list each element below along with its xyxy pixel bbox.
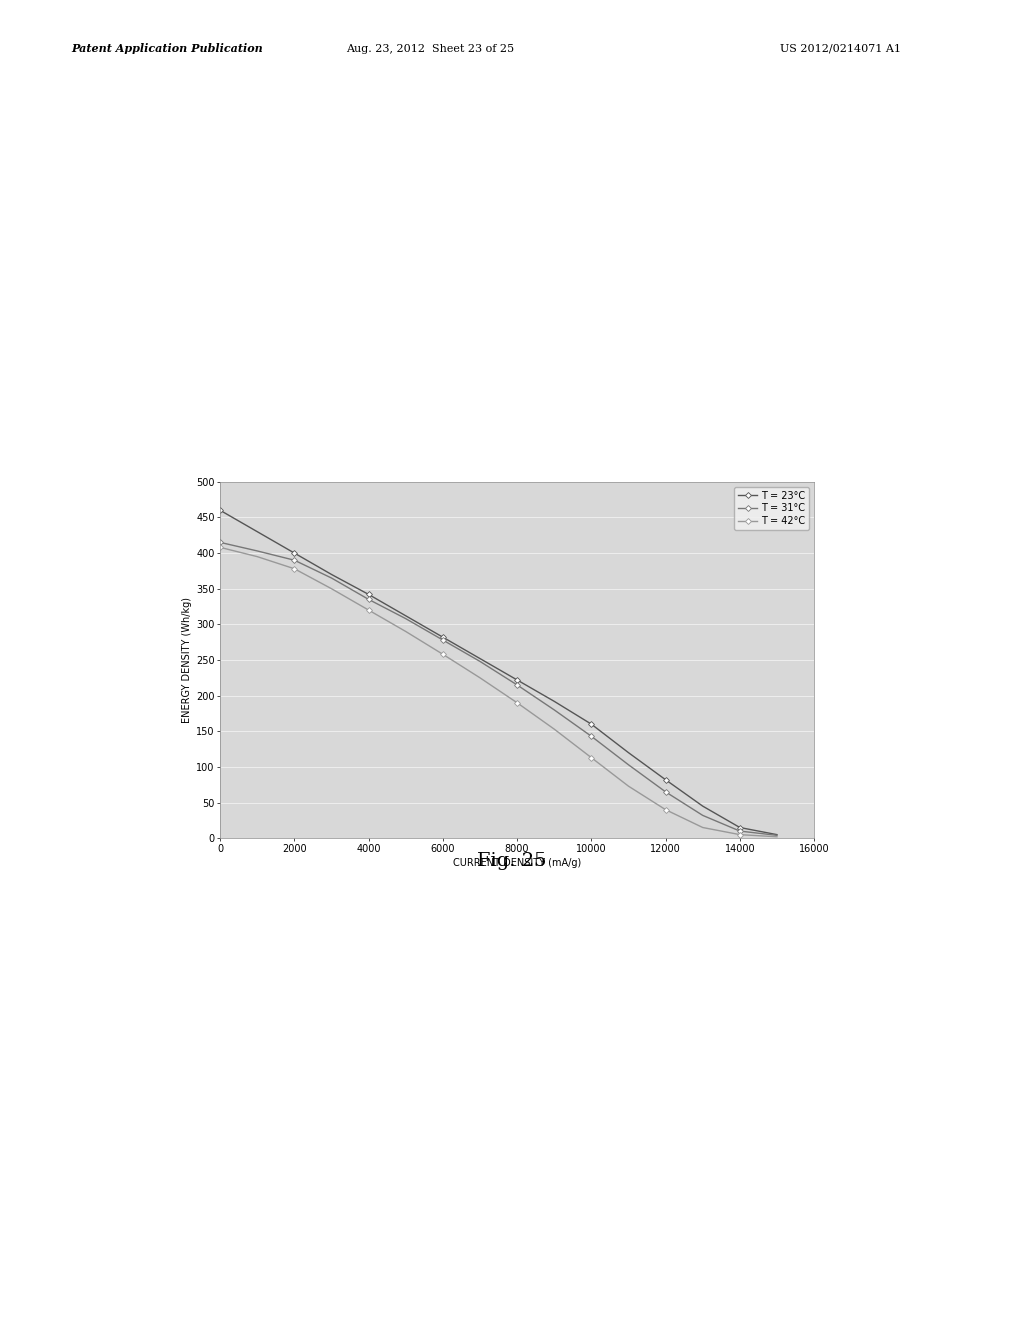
T = 23°C xyxy=(696,799,709,814)
T = 23°C xyxy=(474,651,486,667)
T = 31°C xyxy=(251,543,263,558)
T = 23°C xyxy=(214,503,226,519)
Y-axis label: ENERGY DENSITY (Wh/kg): ENERGY DENSITY (Wh/kg) xyxy=(182,597,191,723)
T = 31°C xyxy=(659,784,672,800)
T = 42°C xyxy=(733,826,745,842)
T = 31°C xyxy=(362,591,375,607)
T = 31°C xyxy=(733,824,745,840)
Text: US 2012/0214071 A1: US 2012/0214071 A1 xyxy=(780,44,901,54)
T = 42°C xyxy=(548,721,560,737)
T = 23°C xyxy=(586,717,598,733)
T = 42°C xyxy=(251,549,263,565)
T = 42°C xyxy=(289,561,301,577)
Line: T = 42°C: T = 42°C xyxy=(218,545,779,838)
T = 23°C xyxy=(623,744,635,760)
T = 31°C xyxy=(326,570,338,586)
Text: Fig. 25: Fig. 25 xyxy=(477,851,547,870)
T = 42°C xyxy=(511,694,523,710)
T = 23°C xyxy=(399,609,412,624)
T = 23°C xyxy=(251,524,263,540)
T = 42°C xyxy=(214,540,226,556)
T = 31°C xyxy=(399,611,412,627)
T = 31°C xyxy=(214,535,226,550)
T = 31°C xyxy=(289,552,301,568)
T = 42°C xyxy=(696,820,709,836)
Text: Aug. 23, 2012  Sheet 23 of 25: Aug. 23, 2012 Sheet 23 of 25 xyxy=(346,44,514,54)
T = 42°C xyxy=(326,581,338,597)
T = 31°C xyxy=(436,632,449,648)
T = 31°C xyxy=(623,756,635,772)
T = 31°C xyxy=(548,702,560,718)
T = 23°C xyxy=(733,820,745,836)
T = 42°C xyxy=(399,623,412,639)
Text: Patent Application Publication: Patent Application Publication xyxy=(72,44,263,54)
T = 42°C xyxy=(771,829,783,845)
Line: T = 23°C: T = 23°C xyxy=(218,508,779,837)
T = 31°C xyxy=(696,808,709,824)
T = 23°C xyxy=(362,586,375,602)
Line: T = 31°C: T = 31°C xyxy=(218,540,779,837)
T = 42°C xyxy=(586,750,598,766)
T = 31°C xyxy=(474,653,486,669)
T = 23°C xyxy=(771,826,783,842)
T = 31°C xyxy=(511,677,523,693)
T = 23°C xyxy=(548,693,560,709)
T = 31°C xyxy=(586,729,598,744)
T = 31°C xyxy=(771,828,783,843)
T = 42°C xyxy=(659,801,672,817)
T = 42°C xyxy=(436,647,449,663)
T = 42°C xyxy=(474,669,486,686)
T = 42°C xyxy=(362,602,375,618)
X-axis label: CURRENT DENSITY (mA/g): CURRENT DENSITY (mA/g) xyxy=(453,858,582,869)
Legend: T = 23°C, T = 31°C, T = 42°C: T = 23°C, T = 31°C, T = 42°C xyxy=(734,487,809,531)
T = 42°C xyxy=(623,779,635,795)
T = 23°C xyxy=(326,566,338,582)
T = 23°C xyxy=(289,545,301,561)
T = 23°C xyxy=(511,672,523,688)
T = 23°C xyxy=(436,630,449,645)
T = 23°C xyxy=(659,772,672,788)
